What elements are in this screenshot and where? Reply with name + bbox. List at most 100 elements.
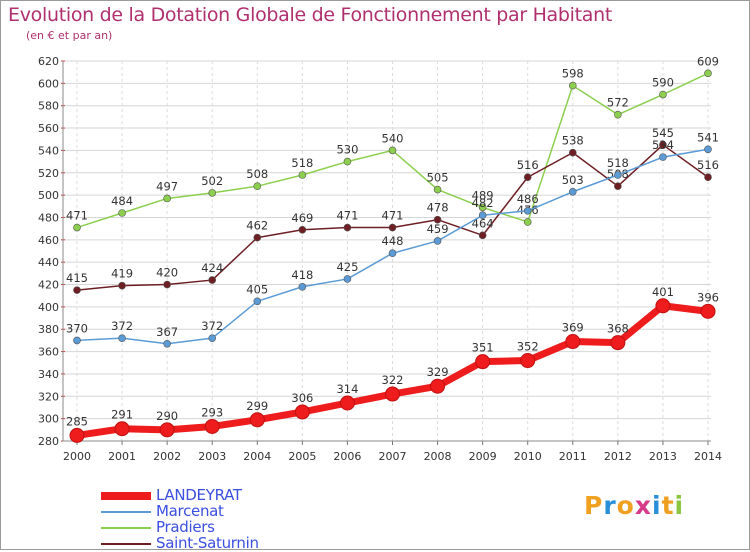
y-tick-label: 400 <box>38 301 59 314</box>
logo-letter: t <box>661 491 675 520</box>
data-label-pradiers: 489 <box>472 188 494 202</box>
data-point-landeyrat <box>249 412 265 428</box>
y-tick-label: 360 <box>38 346 59 359</box>
data-label-landeyrat: 351 <box>472 341 494 355</box>
data-point-landeyrat <box>69 427 85 443</box>
data-point-pradiers <box>388 146 397 155</box>
data-point-landeyrat <box>204 418 220 434</box>
data-label-landeyrat: 293 <box>201 405 223 419</box>
data-label-landeyrat: 291 <box>111 408 133 422</box>
data-point-pradiers <box>433 185 442 194</box>
chart-subtitle: (en € et par an) <box>26 29 113 42</box>
data-point-saint-saturnin <box>298 225 307 234</box>
data-point-marcenat <box>253 297 262 306</box>
data-point-landeyrat <box>655 298 671 314</box>
data-label-marcenat: 503 <box>562 173 584 187</box>
y-tick-label: 480 <box>38 211 59 224</box>
data-point-landeyrat <box>294 404 310 420</box>
y-tick-label: 560 <box>38 122 59 135</box>
y-tick-label: 620 <box>38 55 59 68</box>
data-label-landeyrat: 396 <box>697 290 719 304</box>
x-tick-label: 2012 <box>604 450 632 463</box>
legend-swatch-landeyrat <box>101 492 151 500</box>
data-point-pradiers <box>478 203 487 212</box>
y-tick-label: 380 <box>38 323 59 336</box>
legend-swatch-saint-saturnin <box>101 543 151 545</box>
logo-letter: x <box>634 491 652 520</box>
data-label-saint-saturnin: 516 <box>517 158 539 172</box>
data-label-pradiers: 497 <box>156 179 178 193</box>
x-tick-label: 2014 <box>694 450 722 463</box>
y-tick-label: 520 <box>38 167 59 180</box>
data-label-landeyrat: 329 <box>427 365 449 379</box>
legend-label-marcenat: Marcenat <box>156 502 224 520</box>
data-label-marcenat: 372 <box>201 319 223 333</box>
data-point-saint-saturnin <box>568 148 577 157</box>
data-label-saint-saturnin: 420 <box>156 266 178 280</box>
legend-swatch-marcenat <box>101 511 151 513</box>
data-point-pradiers <box>568 81 577 90</box>
data-point-marcenat <box>208 334 217 342</box>
x-tick-label: 2004 <box>243 450 271 463</box>
data-label-pradiers: 590 <box>652 76 674 90</box>
data-point-landeyrat <box>610 335 626 351</box>
x-tick-label: 2002 <box>153 450 181 463</box>
data-point-landeyrat <box>520 353 536 369</box>
data-point-marcenat <box>118 334 126 342</box>
data-label-landeyrat: 322 <box>382 373 404 387</box>
data-point-landeyrat <box>700 303 716 319</box>
logo-letter: i <box>674 491 685 520</box>
data-point-pradiers <box>163 194 171 203</box>
legend-label-saint-saturnin: Saint-Saturnin <box>156 534 259 552</box>
series-saint-saturnin: 415 419 420 424 462 469 471 471 478 464 516 538 508 5… <box>66 126 719 294</box>
data-point-landeyrat <box>430 378 446 394</box>
y-tick-label: 280 <box>38 435 59 448</box>
data-point-pradiers <box>704 69 712 78</box>
data-point-saint-saturnin <box>118 281 126 290</box>
data-point-saint-saturnin <box>659 141 667 149</box>
data-label-pradiers: 502 <box>201 174 223 188</box>
data-point-pradiers <box>523 218 532 226</box>
x-tick-label: 2007 <box>379 450 407 463</box>
legend-item-landeyrat[interactable]: LANDEYRAT <box>101 486 341 504</box>
y-tick-label: 340 <box>38 368 59 381</box>
legend-item-saint-saturnin[interactable]: Saint-Saturnin <box>101 534 341 552</box>
data-point-landeyrat <box>114 421 130 437</box>
x-tick-label: 2011 <box>559 450 587 463</box>
x-tick-label: 2008 <box>424 450 452 463</box>
x-tick-label: 2013 <box>649 450 677 463</box>
data-point-landeyrat <box>159 422 175 438</box>
y-tick-label: 460 <box>38 234 59 247</box>
data-point-marcenat <box>568 187 577 196</box>
legend-item-pradiers[interactable]: Pradiers <box>101 518 341 536</box>
data-point-saint-saturnin <box>614 182 622 190</box>
series-landeyrat: 285 291 290 293 299 306 314 322 329 351 352 369 368 4… <box>66 285 719 443</box>
data-label-marcenat: 448 <box>382 234 404 248</box>
data-point-saint-saturnin <box>253 233 262 242</box>
data-point-pradiers <box>659 90 667 99</box>
data-label-pradiers: 471 <box>66 209 88 223</box>
legend-label-pradiers: Pradiers <box>156 518 215 536</box>
data-label-saint-saturnin: 469 <box>291 211 313 225</box>
legend-item-marcenat[interactable]: Marcenat <box>101 502 341 520</box>
x-tick-label: 2009 <box>469 450 497 463</box>
x-tick-label: 2001 <box>108 450 136 463</box>
data-label-landeyrat: 368 <box>607 322 629 336</box>
series-marcenat: 370 372 367 372 405 418 425 448 459 482 486 503 518 5… <box>66 130 719 348</box>
x-tick-label: 2003 <box>198 450 226 463</box>
data-label-saint-saturnin: 545 <box>652 126 674 140</box>
data-label-saint-saturnin: 464 <box>472 216 494 230</box>
data-point-saint-saturnin <box>523 173 532 182</box>
data-label-saint-saturnin: 478 <box>427 201 449 215</box>
data-point-marcenat <box>388 249 397 258</box>
data-point-saint-saturnin <box>478 231 487 240</box>
data-point-marcenat <box>343 275 352 283</box>
data-label-marcenat: 518 <box>607 156 629 170</box>
data-label-marcenat: 367 <box>156 325 178 339</box>
data-label-landeyrat: 299 <box>246 399 268 413</box>
data-point-pradiers <box>253 182 262 190</box>
x-tick-label: 2010 <box>514 450 542 463</box>
y-tick-label: 540 <box>38 144 59 157</box>
